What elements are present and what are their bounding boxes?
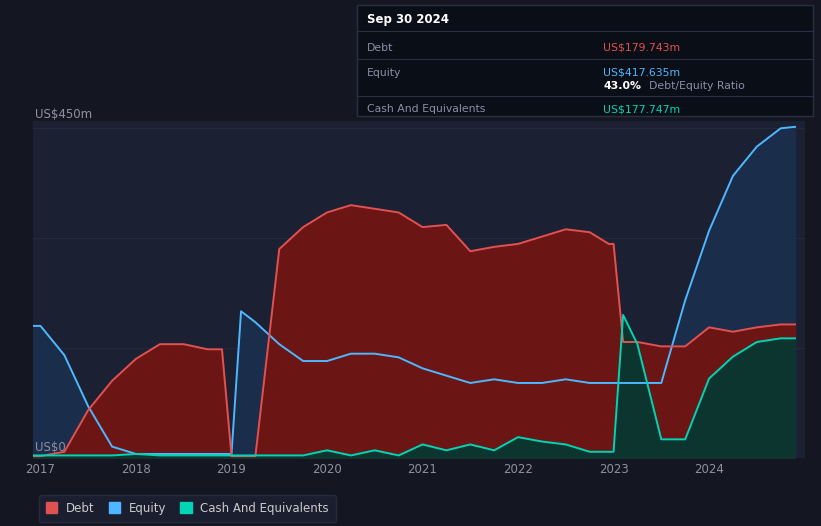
Text: US$417.635m: US$417.635m <box>603 67 681 78</box>
Text: Equity: Equity <box>367 67 401 78</box>
Text: US$450m: US$450m <box>35 108 92 121</box>
Text: US$179.743m: US$179.743m <box>603 43 681 53</box>
Text: US$177.747m: US$177.747m <box>603 104 681 115</box>
Text: Sep 30 2024: Sep 30 2024 <box>367 14 449 26</box>
Text: Debt/Equity Ratio: Debt/Equity Ratio <box>649 80 745 91</box>
Text: Cash And Equivalents: Cash And Equivalents <box>367 104 485 115</box>
Legend: Debt, Equity, Cash And Equivalents: Debt, Equity, Cash And Equivalents <box>39 495 337 522</box>
Text: 43.0%: 43.0% <box>603 80 641 91</box>
Text: Debt: Debt <box>367 43 393 53</box>
Text: US$0: US$0 <box>35 441 66 454</box>
